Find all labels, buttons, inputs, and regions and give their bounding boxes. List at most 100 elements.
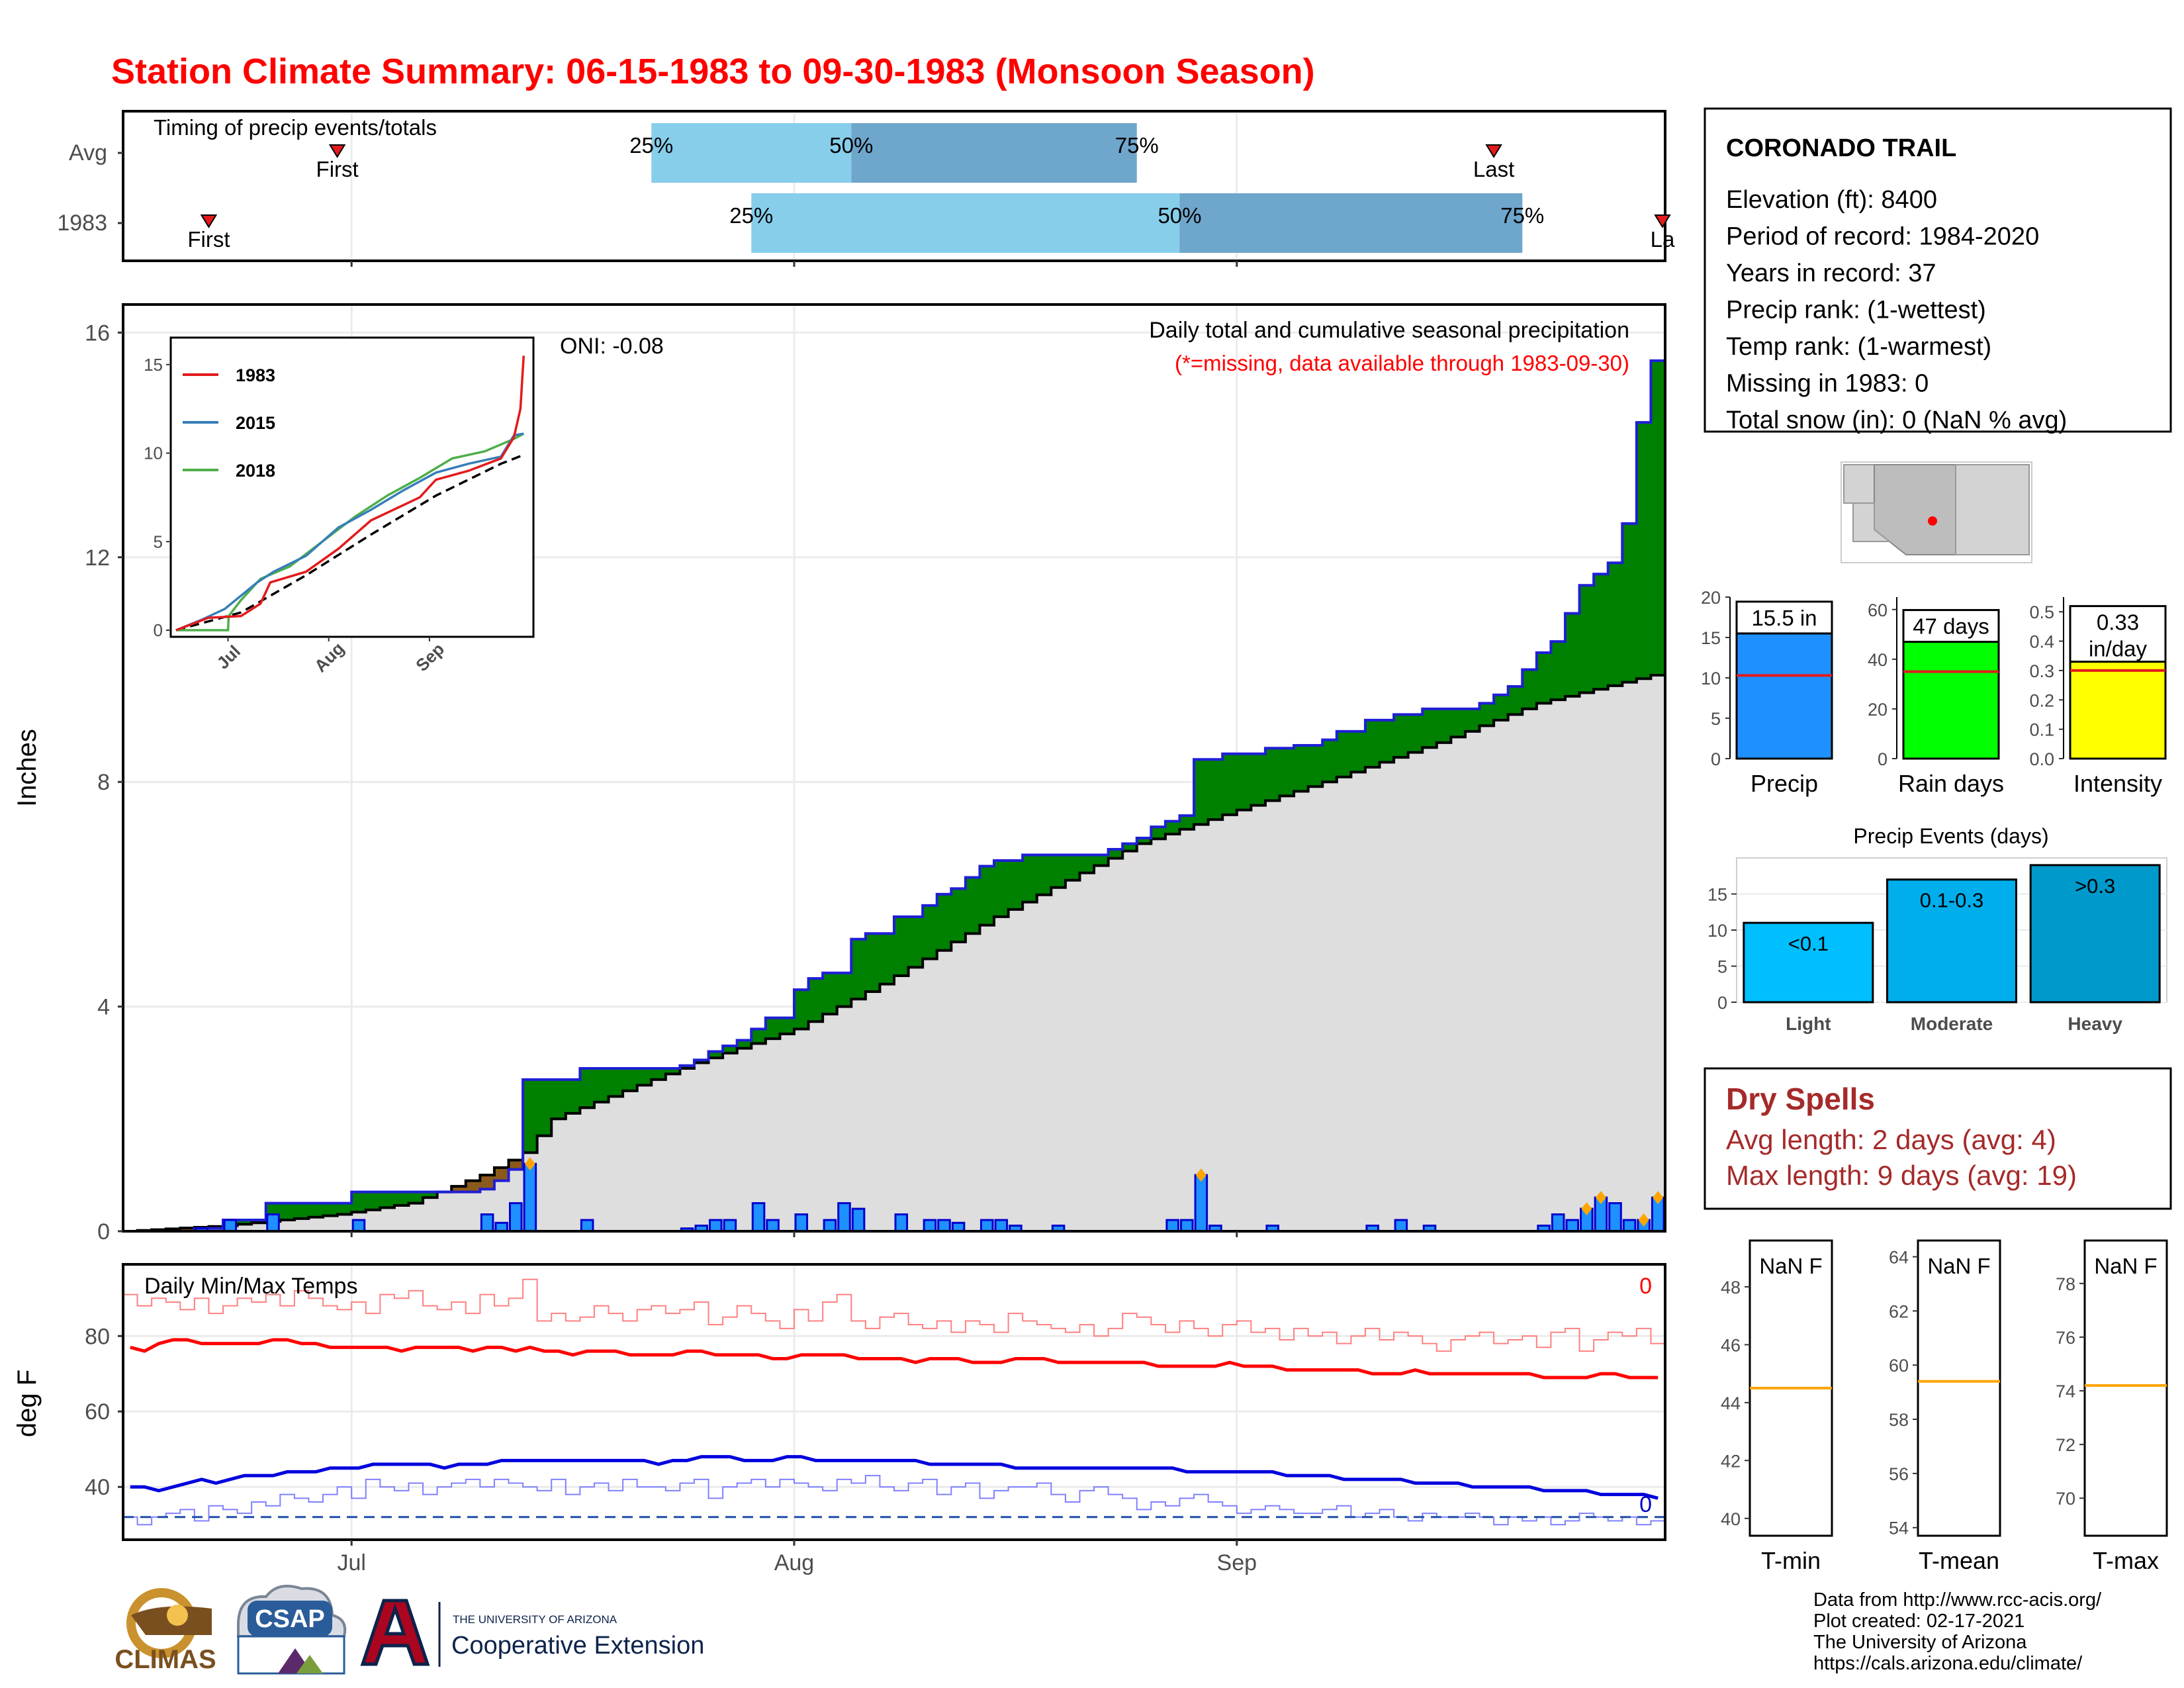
last-event-marker [1654,214,1671,228]
station-info-line: Precip rank: (1-wettest) [1726,297,1986,324]
temp-box-tick-label: 56 [1889,1464,1909,1484]
surplus-area [951,888,966,943]
daily-precip-bar [1565,1219,1580,1233]
temp-box-tick-label: 64 [1889,1248,1909,1268]
stat-tick-label: 20 [1868,700,1888,720]
surplus-area [1251,753,1266,806]
surplus-area [1394,714,1409,758]
surplus-area [1451,708,1466,737]
daily-precip-bar [580,1219,594,1233]
surplus-area [1651,360,1666,675]
stat-value-label: 15.5 in [1751,606,1817,630]
surplus-area [923,905,938,959]
temp-box-tick-label: 54 [1889,1519,1909,1538]
surplus-area [865,933,881,992]
missing-note: (*=missing, data available through 1983-… [1175,351,1629,375]
inset-series-line [176,432,525,632]
temp-box-tick-label: 40 [1721,1509,1741,1529]
temp-box-tick-label: 48 [1721,1278,1741,1297]
surplus-area [380,1192,395,1208]
surplus-area [1422,708,1437,748]
last-event-marker [1485,144,1502,158]
heavy-day-marker [524,1157,535,1171]
events-category-label: Moderate [1911,1013,1993,1034]
surplus-area [794,990,809,1029]
surplus-area [1208,759,1223,820]
daily-precip-bar [1194,1174,1208,1233]
daily-precip-bar [794,1213,809,1233]
daily-precip-bar [1179,1219,1194,1233]
first-event-label: First [316,157,359,181]
events-category-label: Heavy [2068,1013,2122,1034]
stat-tick-label: 0.5 [2029,602,2054,622]
temp-box-name-label: T-min [1761,1547,1821,1574]
timing-percent-label: 25% [629,133,673,158]
events-bar [1743,921,1874,1004]
surplus-area [651,1068,666,1080]
surplus-area [1079,855,1095,873]
y-axis-tick-label: 4 [97,995,110,1020]
surplus-area [1023,855,1038,902]
timing-panel: 25% 50% 75% First Last 25% 50% 75% First La Timin… [57,110,1675,262]
first-event-marker [200,214,218,228]
last-event-label: Last [1473,157,1514,181]
temp-box-name-label: T-max [2093,1547,2159,1574]
ua-small-text: THE UNIVERSITY OF ARIZONA [453,1613,617,1626]
surplus-area [765,1017,781,1039]
inset-y-tick-label: 10 [144,444,163,463]
coop-extension-text: Cooperative Extension [451,1632,704,1660]
average-cumulative-line [123,674,1665,1233]
surplus-area [251,1220,267,1223]
stat-tick-label: 10 [1701,669,1721,688]
daily-precip-bar [823,1219,837,1233]
x-axis-tick-label: Aug [774,1550,815,1575]
station-info-line: Missing in 1983: 0 [1726,370,1929,398]
surplus-area [1222,753,1238,815]
oni-label: ONI: -0.08 [560,334,664,359]
station-info-line: Period of record: 1984-2020 [1726,223,2039,251]
surplus-area [594,1068,610,1102]
events-title: Precip Events (days) [1853,824,2048,848]
surplus-area [237,1220,252,1225]
surplus-area [694,1060,709,1063]
temp-box-tick-label: 62 [1889,1301,1909,1321]
surplus-area [708,1051,723,1058]
surplus-area [1036,855,1052,895]
station-info-line: Temp rank: (1-warmest) [1726,333,1991,361]
temp-box-tick-label: 58 [1889,1410,1909,1430]
deficit-area [451,1186,467,1192]
precip-panel: 0 4 8 12 16 Inches ONI: -0.08 Daily total an… [13,303,1666,1244]
inset-average-line [175,453,524,632]
surplus-area [665,1068,680,1074]
surplus-area [880,933,895,984]
temp-min-count: 0 [1639,1492,1652,1517]
surplus-area [323,1203,338,1216]
average-min-temp-line [130,1455,1659,1500]
daily-precip-bar [994,1219,1009,1233]
surplus-area [337,1203,352,1215]
station-info-box: CORONADO TRAIL Elevation (ft): 8400 Perio… [1704,107,2172,434]
surplus-area [1636,422,1652,679]
surplus-area [1236,753,1251,810]
surplus-area [308,1203,324,1217]
credit-line: The University of Arizona [1813,1632,2027,1653]
inset-y-tick-label: 5 [154,532,163,551]
stat-name-label: Intensity [2073,770,2162,797]
surplus-area [580,1068,595,1108]
x-axis-tick-label: Sep [1217,1550,1257,1575]
events-bin-label: <0.1 [1788,932,1829,955]
surplus-area [1536,653,1552,704]
dry-spells-title: Dry Spells [1726,1082,1875,1116]
stat-tick-label: 0.4 [2029,632,2054,652]
surplus-area [608,1068,623,1097]
y-axis-tick-label: 0 [97,1219,110,1244]
stat-tick-label: 0 [1878,749,1888,769]
daily-precip-bar [1165,1219,1179,1233]
inset-frame [169,336,535,638]
x-axis-tick-label: Jul [337,1550,365,1575]
timing-bar-second-half [1179,193,1523,253]
daily-precip-bar [509,1202,523,1233]
temp-panel-label: Daily Min/Max Temps [144,1274,357,1299]
average-cumulative-area [123,675,1665,1231]
stat-value-unit: in/day [2089,637,2148,661]
